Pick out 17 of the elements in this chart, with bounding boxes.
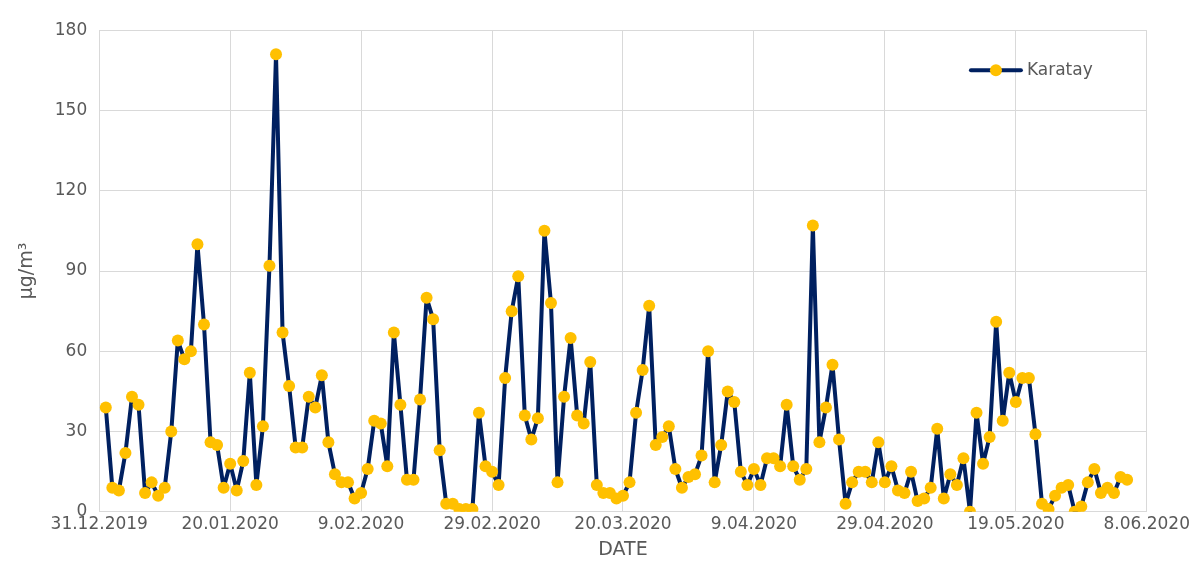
y-tick-label: 30: [65, 419, 88, 440]
y-tick-label: 180: [54, 18, 88, 39]
y-tick-label: 150: [54, 98, 88, 119]
legend-label: Karatay: [1026, 58, 1093, 79]
x-tick-label: 9.04.2020: [710, 513, 798, 534]
x-tick-label: 20.01.2020: [181, 513, 279, 534]
y-tick-label: 120: [54, 179, 88, 200]
x-axis-title: DATE: [598, 536, 648, 559]
x-tick-label: 29.04.2020: [836, 513, 934, 534]
x-tick-label: 20.03.2020: [574, 513, 672, 534]
x-tick-label: 9.02.2020: [317, 513, 405, 534]
y-axis-title: μg/m³: [14, 242, 37, 300]
x-tick-label: 8.06.2020: [1103, 513, 1191, 534]
x-tick-label: 19.05.2020: [967, 513, 1065, 534]
x-tick-label: 29.02.2020: [443, 513, 541, 534]
y-tick-label: 90: [65, 259, 88, 280]
y-tick-label: 60: [65, 339, 88, 360]
